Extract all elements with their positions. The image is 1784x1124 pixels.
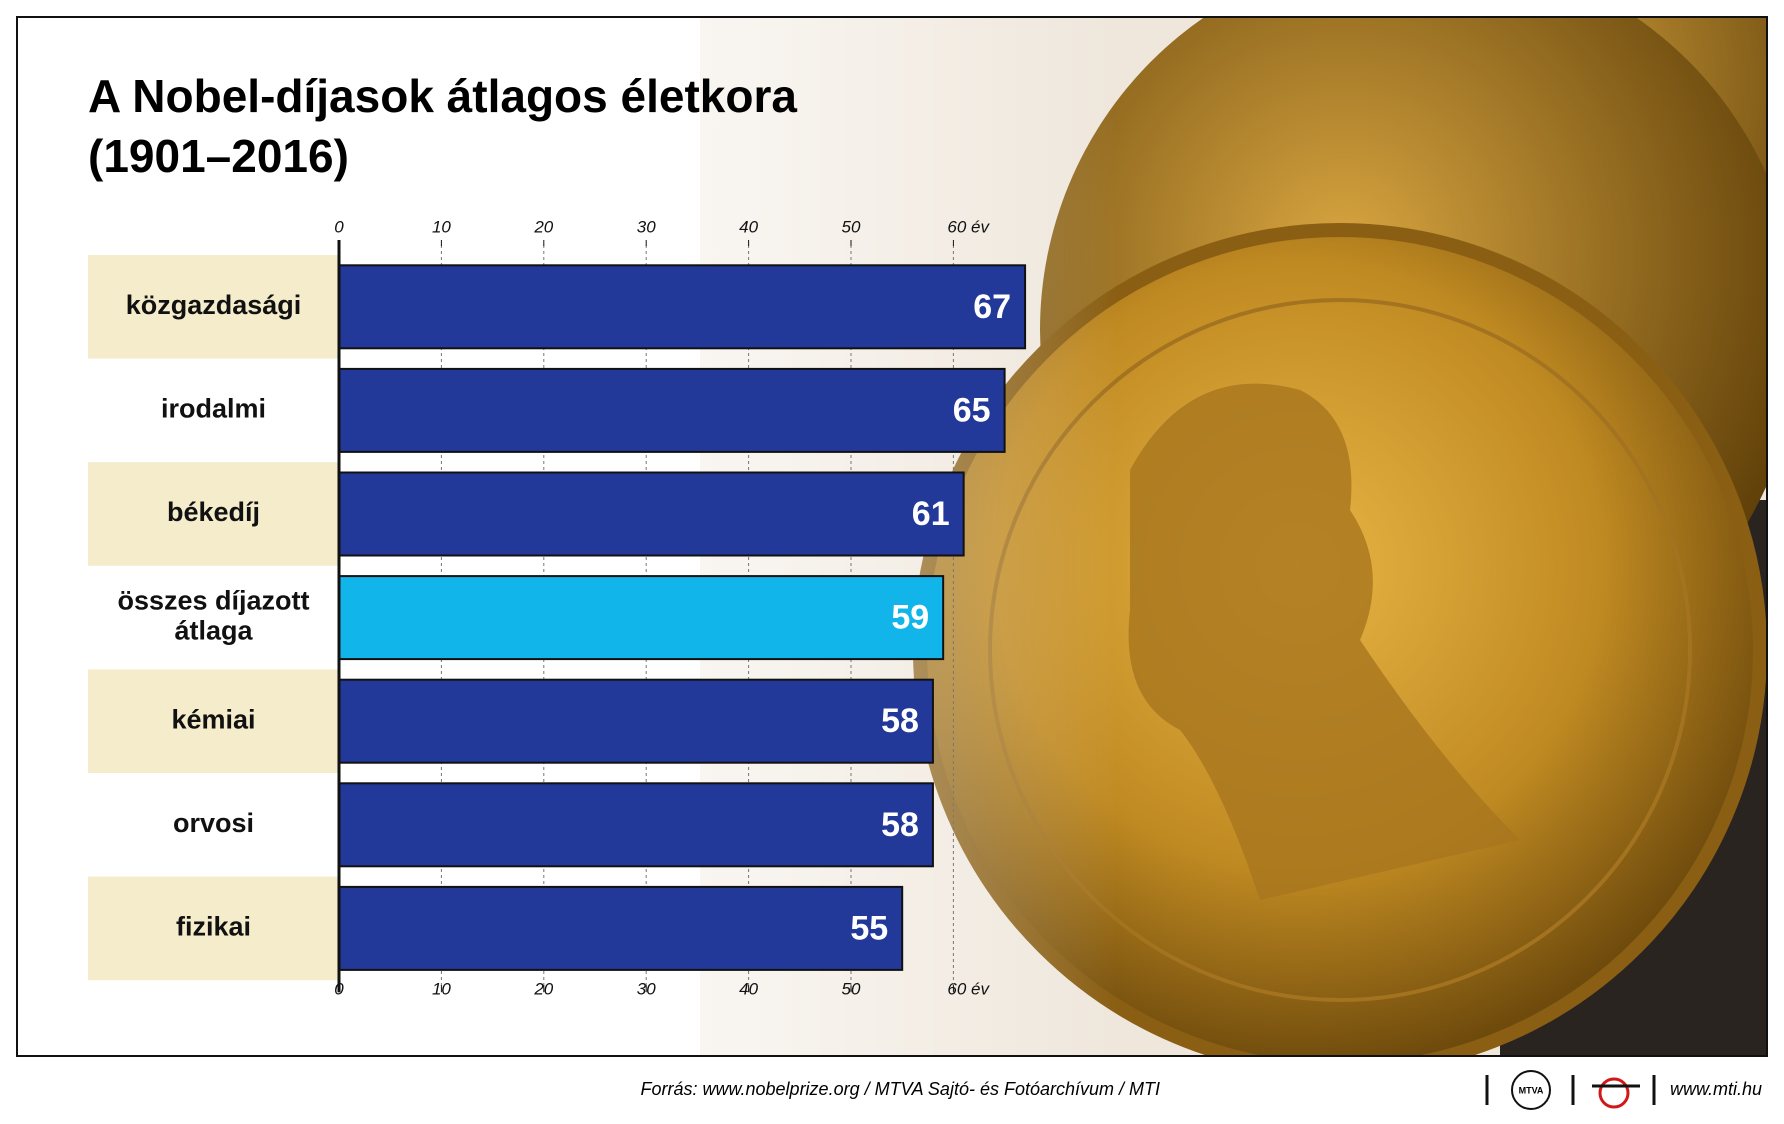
row-band bbox=[88, 669, 339, 773]
mti-logo bbox=[1598, 1077, 1630, 1109]
bar bbox=[338, 264, 1027, 350]
x-tick-label: 10 bbox=[432, 217, 451, 236]
logo: MTVA bbox=[1519, 1085, 1544, 1095]
category-label: kémiai bbox=[171, 704, 255, 734]
x-tick-label: 0 bbox=[334, 217, 344, 236]
x-tick-label: 30 bbox=[637, 217, 656, 236]
bar bbox=[338, 885, 904, 971]
x-tick-label: 60 év bbox=[947, 217, 990, 236]
bar bbox=[338, 678, 934, 764]
bar bbox=[338, 782, 934, 868]
value-label: 58 bbox=[881, 702, 919, 740]
value-label: 55 bbox=[850, 909, 888, 947]
chart-title: A Nobel-díjasok átlagos életkora bbox=[88, 70, 797, 122]
value-label: 61 bbox=[912, 495, 950, 533]
value-label: 65 bbox=[953, 391, 991, 429]
category-label: összes díjazott átlaga bbox=[117, 586, 309, 646]
website: www.mti.hu bbox=[1670, 1079, 1762, 1099]
bar bbox=[338, 367, 1006, 453]
bar bbox=[338, 471, 965, 557]
value-label: 67 bbox=[973, 288, 1011, 326]
frame bbox=[16, 16, 1768, 1057]
row-band bbox=[88, 462, 339, 566]
x-tick-label: 40 bbox=[739, 217, 758, 236]
row-band bbox=[88, 876, 339, 981]
x-tick-label: 20 bbox=[533, 217, 553, 236]
logo-ring bbox=[1511, 1070, 1551, 1110]
chart-subtitle: (1901–2016) bbox=[88, 130, 349, 182]
x-tick-label: 60 év bbox=[947, 979, 990, 998]
category-label: orvosi bbox=[173, 808, 254, 838]
category-label: fizikai bbox=[176, 912, 251, 942]
value-label: 59 bbox=[891, 599, 929, 637]
category-label: közgazdasági bbox=[126, 290, 302, 320]
category-label: irodalmi bbox=[161, 394, 266, 424]
row-band bbox=[88, 255, 339, 359]
value-label: 58 bbox=[881, 806, 919, 844]
x-tick-label: 50 bbox=[842, 217, 861, 236]
bar bbox=[338, 575, 945, 661]
source: Forrás: www.nobelprize.org / MTVA Sajtó-… bbox=[641, 1079, 1161, 1099]
category-label: békedíj bbox=[167, 497, 260, 527]
